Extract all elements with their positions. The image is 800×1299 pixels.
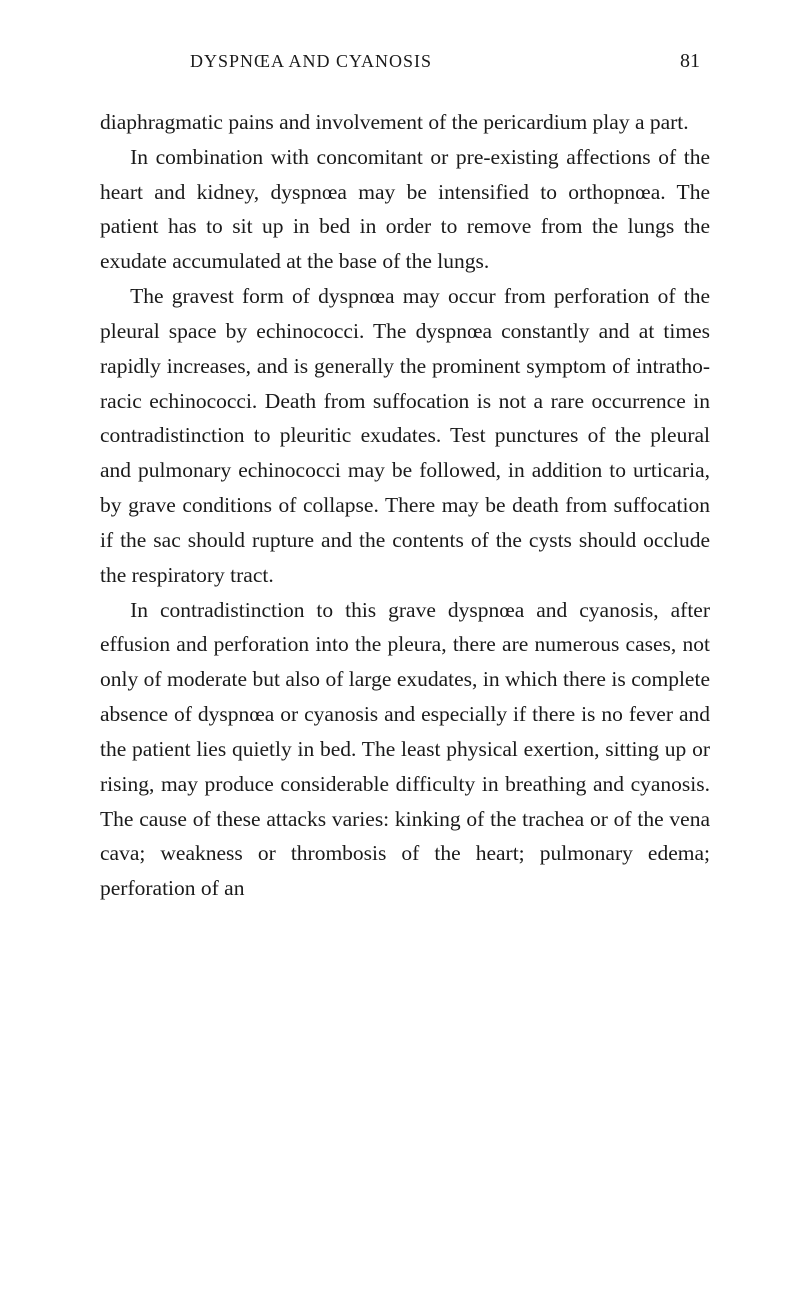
body-text: diaphragmatic pains and involvement of t…: [100, 105, 710, 906]
page-header: DYSPNŒA AND CYANOSIS 81: [100, 50, 710, 73]
paragraph-1: diaphragmatic pains and involvement of t…: [100, 105, 710, 140]
paragraph-2: In combination with concomitant or pre-e…: [100, 140, 710, 279]
paragraph-4: In contradistinction to this grave dyspn…: [100, 593, 710, 906]
page-number: 81: [680, 50, 700, 73]
paragraph-3: The gravest form of dyspnœa may occur fr…: [100, 279, 710, 592]
running-title: DYSPNŒA AND CYANOSIS: [190, 51, 432, 72]
